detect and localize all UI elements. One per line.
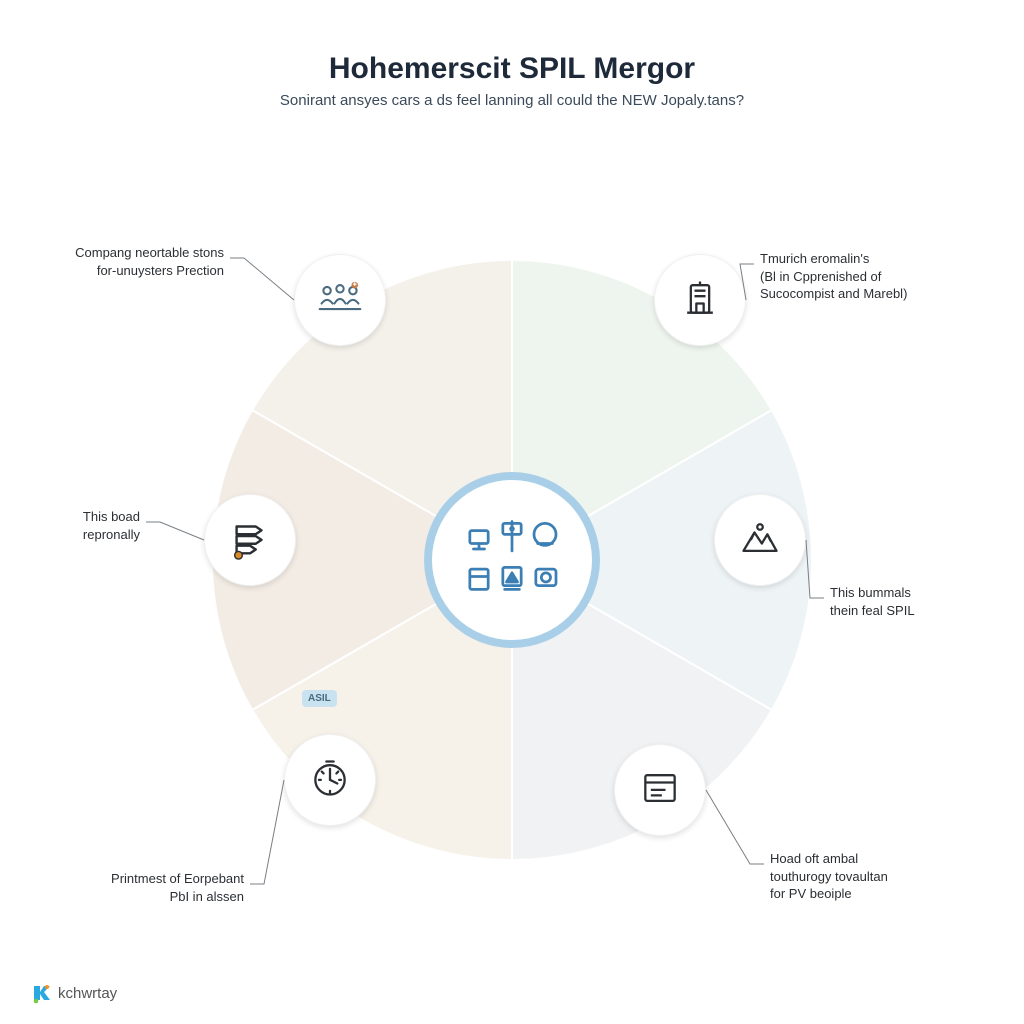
segment-label: This boadrepronally <box>0 508 140 543</box>
segment-label: Compang neortable stonsfor-unuysters Pre… <box>0 244 224 279</box>
connector-line <box>230 258 294 300</box>
gauge-icon <box>308 756 352 805</box>
center-hub <box>432 480 592 640</box>
people-chart-icon <box>316 278 364 323</box>
connector-line <box>146 522 204 540</box>
segment-icon-circle <box>654 254 746 346</box>
mountains-icon <box>738 516 782 565</box>
page-title: Hohemerscit SPIL Mergor <box>0 52 1024 86</box>
center-hub-icons <box>457 505 567 615</box>
arrows-icon <box>227 515 273 566</box>
brand-logo-mark <box>30 982 52 1004</box>
segment-icon-circle <box>204 494 296 586</box>
segment-label: Tmurich eromalin's(Bl in Cpprenished ofS… <box>760 250 990 303</box>
brand-logo: kchwrtay <box>30 982 117 1004</box>
asil-badge: ASIL <box>302 690 337 707</box>
page-subtitle: Sonirant ansyes cars a ds feel lanning a… <box>0 92 1024 109</box>
segment-label: Hoad oft ambaltouthurogy tovaultanfor PV… <box>770 850 1000 903</box>
segment-label: This bummalsthein feal SPIL <box>830 584 1024 619</box>
segment-label: Printmest of EorpebantPbI in alssen <box>14 870 244 905</box>
brand-logo-text: kchwrtay <box>58 985 117 1002</box>
building-icon <box>678 276 722 325</box>
segment-icon-circle <box>714 494 806 586</box>
connector-line <box>250 780 284 884</box>
segment-icon-circle <box>614 744 706 836</box>
segment-icon-circle <box>294 254 386 346</box>
window-panel-icon <box>638 766 682 815</box>
segment-icon-circle <box>284 734 376 826</box>
connector-line <box>706 790 764 864</box>
